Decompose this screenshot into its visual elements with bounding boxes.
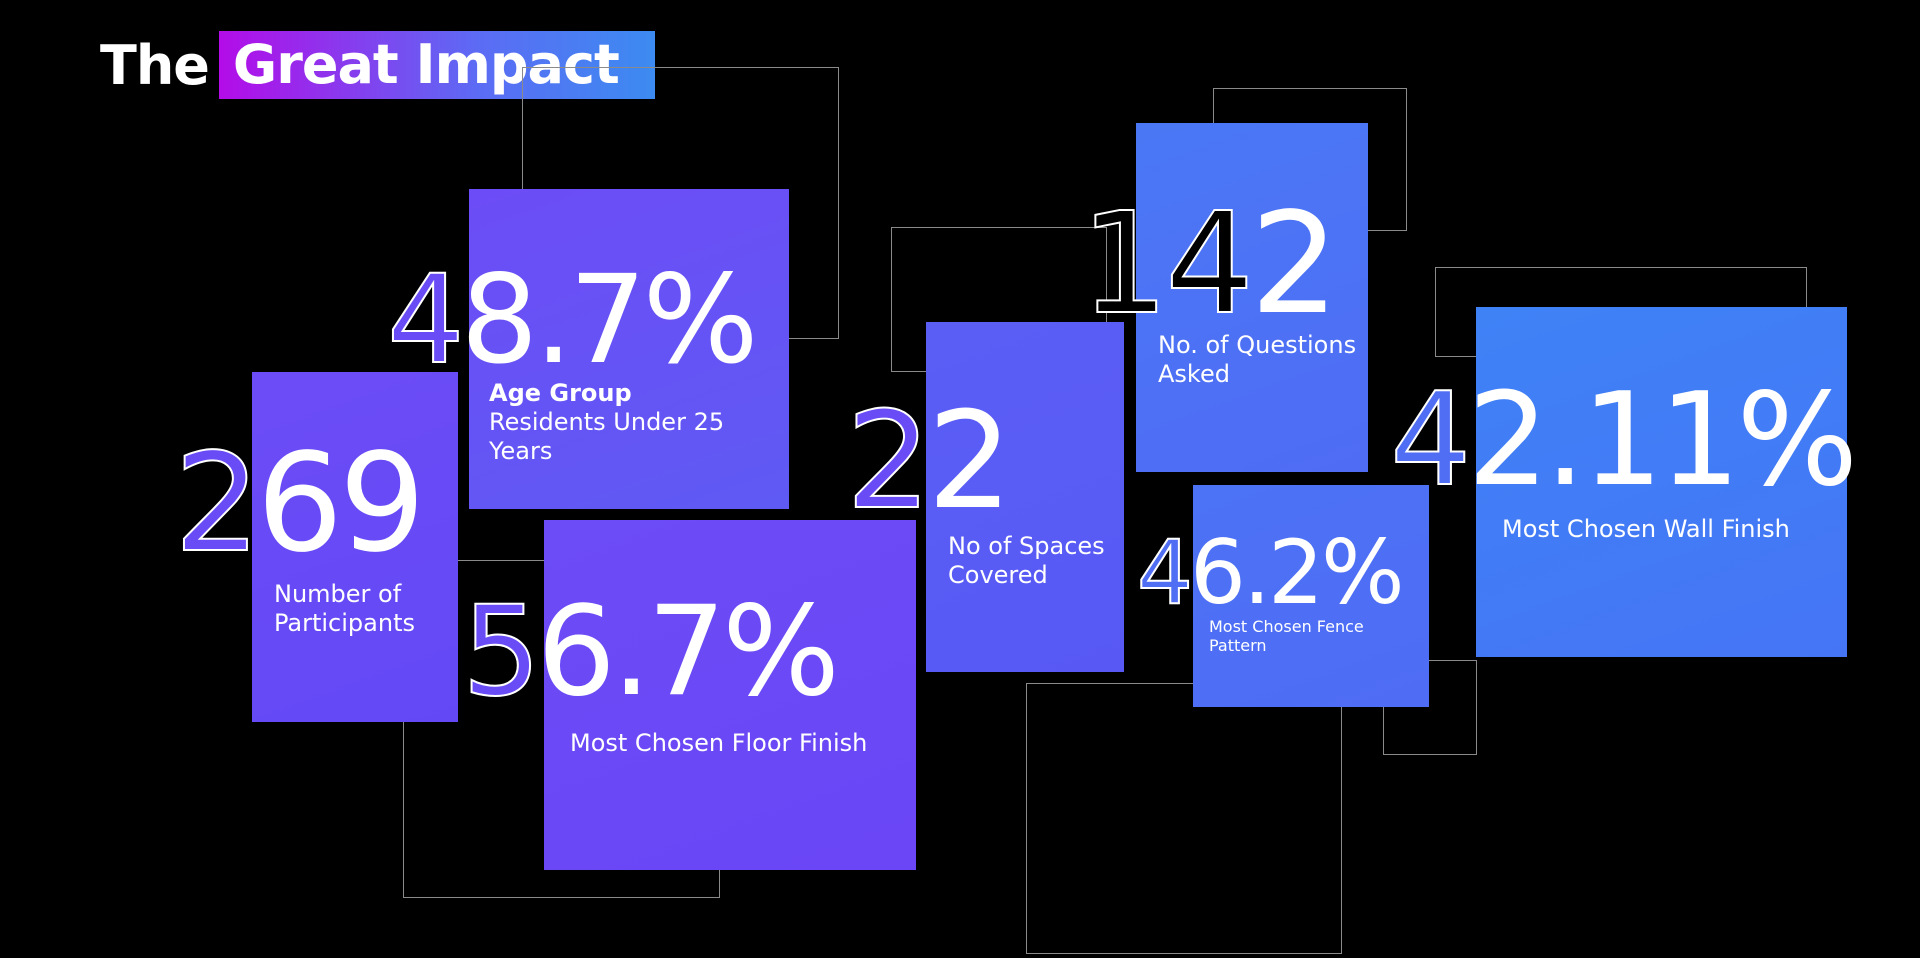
- stat-value: 22: [845, 383, 1013, 539]
- frame-outline-6: [1026, 683, 1342, 954]
- stat-value: 142: [1079, 183, 1339, 346]
- stat-value: 48.7%: [386, 249, 759, 391]
- stat-label: No of Spaces Covered: [948, 532, 1105, 589]
- stat-label: Age Group Residents Under 25 Years: [489, 379, 725, 465]
- title-highlight: Great Impact: [218, 31, 655, 99]
- stat-label: Most Chosen Wall Finish: [1502, 515, 1790, 543]
- page-title: The Great Impact: [100, 30, 655, 100]
- stat-label: No. of Questions Asked: [1158, 331, 1357, 388]
- stat-card-floor: 56.7% Most Chosen Floor Finish: [461, 520, 916, 870]
- stat-value: 46.2%: [1136, 521, 1405, 624]
- stat-card-fence: 46.2% Most Chosen Fence Pattern: [1136, 485, 1429, 707]
- stat-label: Most Chosen Fence Pattern: [1209, 617, 1364, 655]
- stat-card-spaces: 22 No of Spaces Covered: [845, 322, 1124, 672]
- frame-outline-7: [1383, 660, 1477, 755]
- stat-value: 42.11%: [1389, 366, 1858, 515]
- stat-card-participants: 269 Number of Participants: [173, 372, 458, 722]
- title-prefix: The: [100, 33, 210, 97]
- stat-value: 269: [173, 425, 426, 583]
- stat-label: Most Chosen Floor Finish: [570, 729, 868, 757]
- stat-value: 56.7%: [461, 580, 840, 724]
- stat-card-age-group: 48.7% Age Group Residents Under 25 Years: [386, 189, 789, 509]
- stat-card-questions: 142 No. of Questions Asked: [1079, 123, 1368, 472]
- stat-label: Number of Participants: [274, 580, 415, 637]
- stat-card-wall: 42.11% Most Chosen Wall Finish: [1389, 307, 1858, 657]
